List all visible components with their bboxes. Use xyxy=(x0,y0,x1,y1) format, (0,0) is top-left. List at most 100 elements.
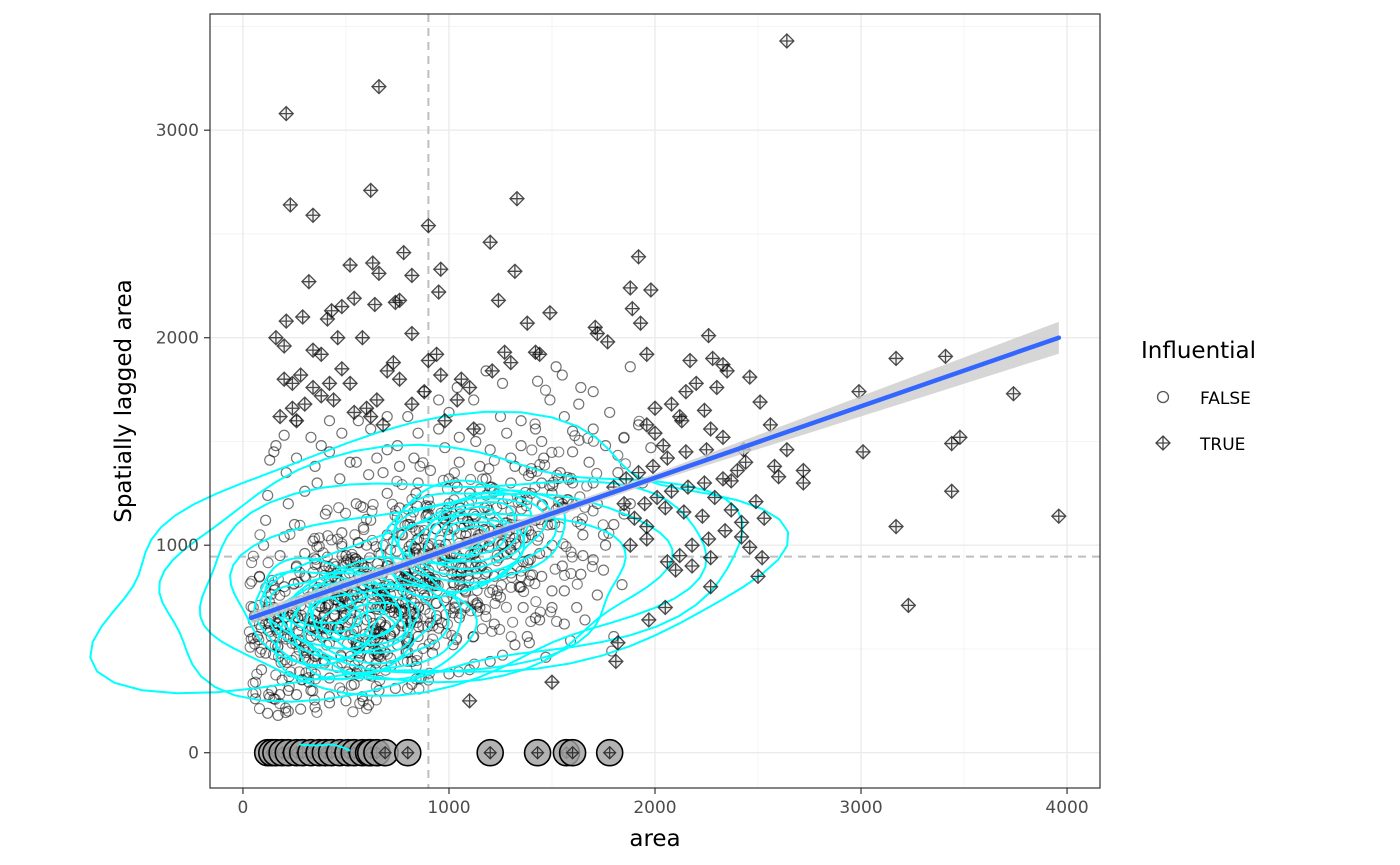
data-point-true xyxy=(329,329,346,346)
data-point-false xyxy=(556,369,568,381)
data-point-false xyxy=(471,599,483,611)
data-point-true xyxy=(482,234,499,251)
data-point-true xyxy=(432,261,449,278)
data-point-false xyxy=(417,457,429,469)
data-point-false xyxy=(309,701,321,713)
data-point-false xyxy=(412,427,424,439)
data-point-true xyxy=(276,338,293,354)
data-point-false xyxy=(530,596,542,608)
legend-key-false: FALSE xyxy=(1156,389,1251,409)
data-point-false xyxy=(408,597,420,609)
data-point-false xyxy=(333,502,345,514)
data-point-false xyxy=(544,480,556,492)
data-point-true xyxy=(379,362,396,379)
data-point-true xyxy=(688,375,705,392)
data-point-true xyxy=(675,504,692,520)
zero-lag-marker-glyph xyxy=(565,745,580,760)
data-point-false xyxy=(507,616,519,628)
data-point-false xyxy=(575,381,587,394)
data-point-true xyxy=(640,612,657,628)
data-point-true xyxy=(717,522,733,539)
data-point-false xyxy=(260,647,272,659)
data-point-false xyxy=(597,564,610,576)
zero-lag-marker-glyph xyxy=(602,745,617,760)
legend-label-true: TRUE xyxy=(1199,435,1245,455)
data-point-false xyxy=(505,505,517,517)
data-point-true xyxy=(1005,385,1022,402)
data-point-false xyxy=(571,601,583,614)
data-point-false xyxy=(283,680,295,692)
data-point-false xyxy=(418,533,430,545)
data-point-true xyxy=(284,400,301,417)
data-point-false xyxy=(491,590,503,602)
data-point-false xyxy=(539,459,551,471)
data-point-false xyxy=(272,709,284,721)
data-point-true xyxy=(723,502,740,518)
data-point-false xyxy=(284,528,296,540)
data-point-true xyxy=(626,510,643,527)
density-contour-peak xyxy=(443,520,499,556)
data-point-true xyxy=(364,255,381,271)
data-point-false xyxy=(267,579,279,591)
data-point-true xyxy=(282,196,299,213)
data-point-true xyxy=(436,412,453,429)
true-points-series xyxy=(268,33,1067,709)
zero-lag-markers xyxy=(253,738,624,767)
density-contour-peak xyxy=(350,608,396,638)
density-contour-outer xyxy=(89,410,790,695)
data-point-false xyxy=(347,706,359,718)
data-point-false xyxy=(546,585,558,597)
data-point-true xyxy=(622,279,639,296)
data-point-true xyxy=(294,309,311,325)
data-point-false xyxy=(377,466,389,479)
data-point-false xyxy=(549,563,561,575)
data-point-true xyxy=(461,692,478,709)
data-point-false xyxy=(551,615,563,628)
data-point-true xyxy=(655,437,672,454)
data-point-true xyxy=(733,528,750,545)
zero-lag-marker-glyph xyxy=(483,745,498,760)
density-contours xyxy=(89,410,790,703)
data-point-true xyxy=(680,479,696,496)
data-point-false xyxy=(476,623,488,635)
data-point-false xyxy=(339,507,352,519)
y-axis-ticks: 0 1000 2000 3000 xyxy=(156,121,210,764)
data-point-false xyxy=(412,532,425,544)
data-point-true xyxy=(366,296,383,313)
data-point-false xyxy=(577,529,589,541)
data-point-true xyxy=(403,267,420,284)
data-point-true xyxy=(599,333,616,350)
data-point-true xyxy=(684,558,701,574)
data-point-false xyxy=(599,440,612,452)
data-point-false xyxy=(608,518,620,531)
y-axis-title: Spatially lagged area xyxy=(111,279,137,523)
data-point-false xyxy=(295,703,307,715)
data-point-true xyxy=(696,402,713,419)
data-point-true xyxy=(673,412,690,429)
data-point-false xyxy=(430,597,442,609)
data-point-true xyxy=(313,346,330,363)
data-point-false xyxy=(603,527,615,539)
data-point-false xyxy=(334,473,346,485)
data-point-true xyxy=(706,489,723,506)
data-point-true xyxy=(943,435,960,452)
data-point-true xyxy=(715,429,731,446)
data-point-false xyxy=(536,435,548,448)
data-point-false xyxy=(323,691,336,703)
data-point-false xyxy=(370,680,382,692)
legend: Influential FALSE TRUE xyxy=(1141,338,1256,455)
data-point-true xyxy=(403,325,420,342)
data-point-false xyxy=(249,676,262,688)
density-contour-peak xyxy=(451,525,489,550)
data-point-false xyxy=(509,460,521,472)
data-point-false xyxy=(262,489,274,502)
regression-line-group xyxy=(248,321,1062,624)
data-point-false xyxy=(539,384,552,396)
data-point-true xyxy=(607,653,624,670)
zero-lag-marker-glyph xyxy=(530,745,545,760)
data-point-true xyxy=(1050,508,1067,525)
data-point-true xyxy=(638,531,655,547)
data-point-false xyxy=(546,446,558,458)
legend-diamond-plus-icon xyxy=(1155,435,1171,451)
data-point-true xyxy=(371,78,387,95)
